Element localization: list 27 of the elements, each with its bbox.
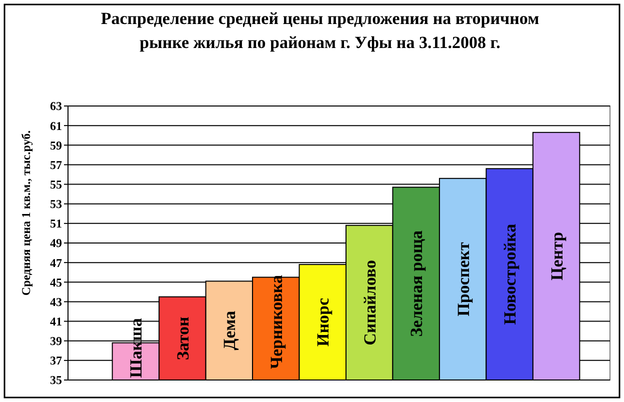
x-tick-label: Дема — [220, 310, 240, 350]
y-tick-label: 55 — [50, 177, 62, 192]
y-tick-label: 57 — [50, 158, 62, 172]
y-axis-title: Средняя цена 1 кв.м., тыс.руб. — [19, 130, 33, 296]
y-tick-label: 39 — [50, 334, 62, 348]
y-tick-label: 49 — [50, 236, 62, 250]
x-tick-label: Центр — [547, 232, 566, 280]
y-tick-label: 37 — [50, 354, 62, 368]
x-tick-label: Новостройка — [500, 223, 520, 325]
chart-title: Распределение средней цены предложения на вторичном рынке жилья по районам г. Уфы на 3.11.2008 г. — [100, 9, 540, 52]
x-tick-label: Инорс — [314, 298, 333, 347]
y-tick-label: 61 — [50, 118, 62, 133]
y-tick-label: 43 — [50, 294, 62, 309]
y-tick-label: 47 — [50, 256, 62, 270]
y-tick-label: 59 — [50, 138, 62, 152]
x-tick-label: Затон — [173, 316, 192, 360]
y-tick-label: 41 — [50, 314, 62, 328]
y-tick-label: 35 — [50, 373, 62, 388]
x-tick-label: Зеленая роща — [407, 230, 426, 337]
x-tick-label: Проспект — [454, 241, 473, 316]
y-tick-label: 63 — [50, 99, 62, 114]
y-tick-label: 53 — [50, 197, 62, 212]
x-tick-label: Сипайлово — [360, 260, 380, 346]
x-tick-label: Черниковка — [266, 274, 286, 369]
x-tick-label: Шакша — [126, 318, 146, 378]
y-tick-label: 45 — [50, 275, 62, 290]
y-tick-label: 51 — [50, 216, 62, 231]
